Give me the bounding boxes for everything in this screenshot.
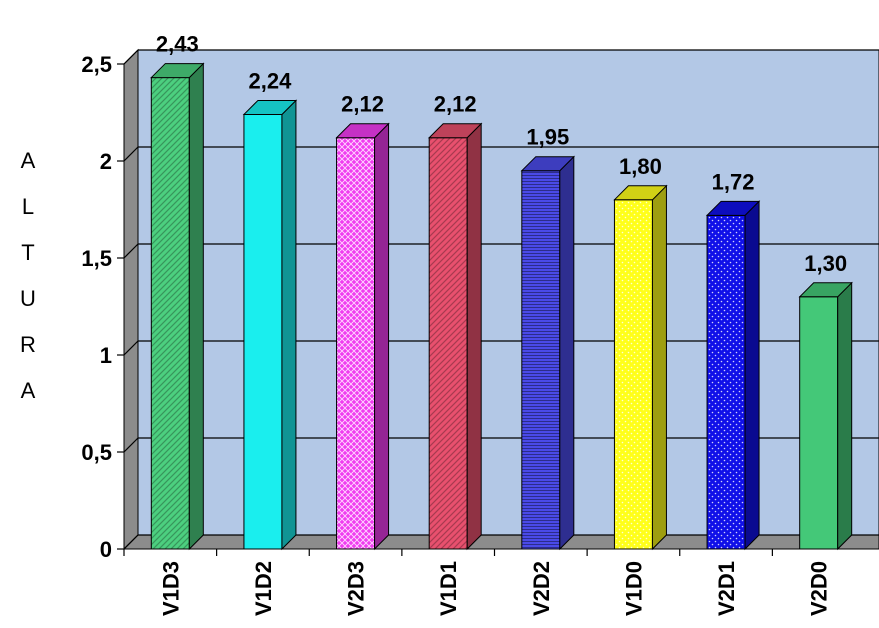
y-axis-label-letter: A [21,378,36,403]
data-label: 1,95 [526,125,569,150]
gridline-side [123,437,139,453]
y-axis-label-letter: U [20,286,36,311]
bar-side [744,200,760,551]
bar-top [798,282,853,298]
y-axis-label-letter: A [21,148,36,173]
bar-side [837,281,853,551]
y-tick-labels: 0 0,5 1 1,5 2 2,5 [81,52,112,562]
bar-front [336,137,376,550]
plot-walls [122,48,879,551]
bar-side [651,184,667,551]
bar-front [521,170,561,550]
gridline-side [123,49,139,65]
gridline-side [123,340,139,356]
bar-front [243,113,283,550]
bar-top [427,123,483,139]
plot-floor [122,534,879,550]
y-tick-label: 2 [100,149,112,174]
category-label: V2D2 [529,561,554,616]
bar-top [335,123,390,139]
data-label: 2,24 [249,68,293,93]
data-label: 2,12 [434,92,477,117]
category-label: V1D3 [158,561,183,616]
bar-top [242,99,298,115]
data-label: 1,72 [712,169,755,194]
bar-front [799,296,839,550]
bar-front [428,137,468,550]
y-tick-label: 2,5 [81,52,112,77]
gridline-side [123,534,139,550]
category-label: V2D0 [807,561,832,616]
y-tick-label: 0 [100,537,112,562]
category-label: V2D3 [344,561,369,616]
bar-side [188,62,204,551]
data-label: 1,30 [804,251,847,276]
y-axis-label-letter: L [22,194,34,219]
category-label: V2D1 [714,561,739,616]
bar-side [374,122,390,551]
data-label: 2,12 [341,92,384,117]
gridline-side [123,146,139,162]
bar-side [559,155,575,551]
plot-side-wall [123,48,139,551]
y-axis-label-letter: R [20,332,36,357]
y-tick-label: 1 [100,343,112,368]
bar-top [520,156,576,172]
data-label: 1,80 [619,154,662,179]
category-labels: V1D3 V1D2 V2D3 V1D1 V2D2 V1D0 V2D1 V2D0 [123,549,832,616]
bar-top [613,185,668,201]
bar-v1d3: 2,43 [150,32,205,551]
data-label: 2,43 [156,32,199,57]
bar-v2d2: 1,95 [520,125,576,551]
bar-front [706,214,746,550]
y-axis-label-letter: T [21,240,34,265]
bar-top [705,200,761,216]
gridline-side [123,243,139,259]
bar-v1d2: 2,24 [242,68,298,551]
bar-v1d0: 1,80 [613,154,668,551]
bar-front [150,77,190,550]
category-label: V1D0 [621,561,646,616]
bar-v2d1: 1,72 [705,169,761,551]
bar-side [466,122,482,551]
bar-v2d0: 1,30 [798,251,853,551]
bar-side [281,99,297,551]
bar-front [613,199,653,550]
bars: 2,43 2,24 2,12 2,12 1,95 1,80 1,72 1,30 [150,32,853,551]
bar-top [150,63,205,79]
bar-v1d1: 2,12 [427,92,483,551]
y-tick-label: 1,5 [81,246,112,271]
category-label: V1D2 [251,561,276,616]
bar-v2d3: 2,12 [335,92,390,551]
category-label: V1D1 [436,561,461,616]
y-tick-label: 0,5 [81,440,112,465]
